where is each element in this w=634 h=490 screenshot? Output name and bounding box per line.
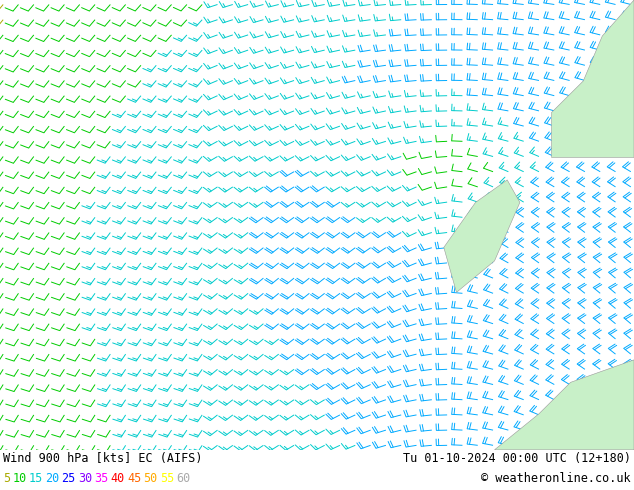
Text: Tu 01-10-2024 00:00 UTC (12+180): Tu 01-10-2024 00:00 UTC (12+180): [403, 452, 631, 465]
Text: 35: 35: [94, 472, 108, 485]
Polygon shape: [495, 360, 634, 450]
Text: 50: 50: [143, 472, 158, 485]
Text: 40: 40: [110, 472, 125, 485]
Text: 5: 5: [3, 472, 10, 485]
Text: © weatheronline.co.uk: © weatheronline.co.uk: [481, 472, 631, 485]
Text: 20: 20: [45, 472, 59, 485]
Text: 55: 55: [160, 472, 174, 485]
Text: 45: 45: [127, 472, 141, 485]
Polygon shape: [552, 0, 634, 157]
Text: 15: 15: [29, 472, 43, 485]
Text: 60: 60: [176, 472, 190, 485]
Text: 10: 10: [12, 472, 27, 485]
Text: 30: 30: [78, 472, 92, 485]
Text: Wind 900 hPa [kts] EC (AIFS): Wind 900 hPa [kts] EC (AIFS): [3, 452, 202, 465]
Text: 25: 25: [61, 472, 75, 485]
Polygon shape: [444, 180, 520, 293]
